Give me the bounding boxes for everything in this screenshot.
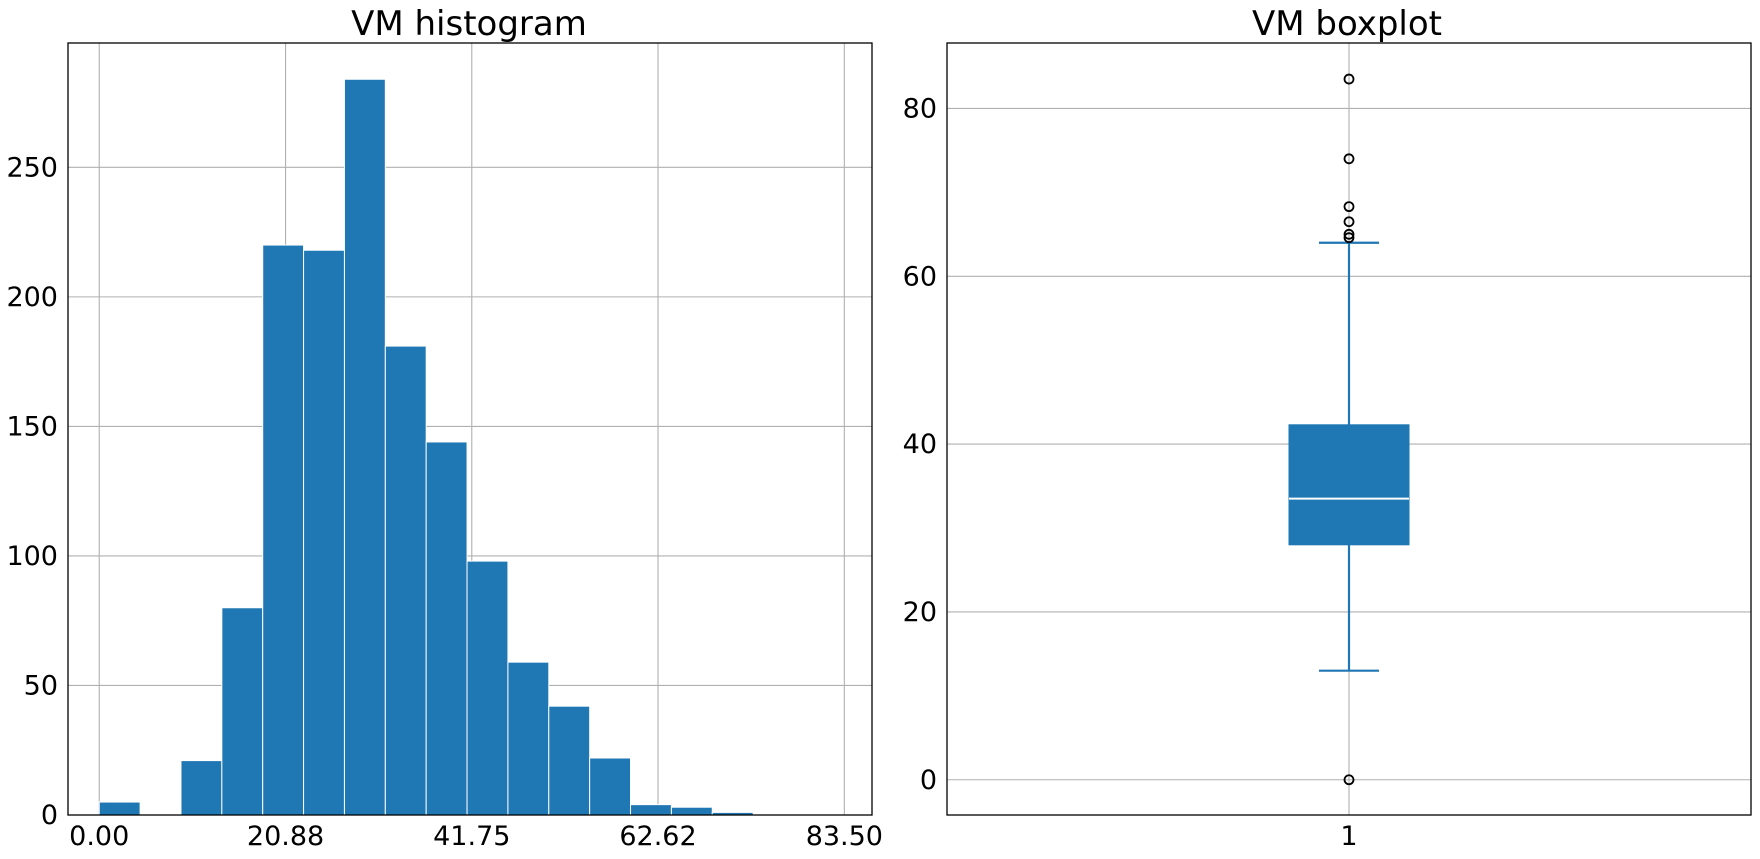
histogram-bars [98, 78, 754, 816]
histogram-title: VM histogram [351, 4, 587, 44]
histogram-y-tick-label: 200 [6, 282, 58, 313]
boxplot-axes-frame [946, 42, 1752, 816]
histogram-x-tick-label: 20.88 [247, 821, 324, 852]
histogram-y-tick-label: 100 [6, 541, 58, 572]
boxplot-outlier-point [1343, 153, 1355, 165]
histogram-x-tick-label: 0.00 [69, 821, 129, 852]
histogram-panel: VM histogram 0.00 20.88 41.75 62.62 83.50 0 5… [6, 4, 883, 852]
histogram-y-tick-label: 0 [41, 800, 58, 831]
boxplot-panel: VM boxplot 1 0 20 40 60 80 [903, 4, 1752, 852]
boxplot-outlier-point [1343, 774, 1355, 786]
boxplot-y-tick-label: 40 [903, 429, 937, 460]
histogram-y-tick-label: 50 [24, 670, 58, 701]
histogram-x-tick-label: 41.75 [433, 821, 510, 852]
boxplot-title: VM boxplot [1252, 4, 1442, 44]
boxplot-outlier-point [1343, 228, 1355, 240]
histogram-bar [630, 804, 672, 816]
histogram-axes-frame [67, 42, 873, 816]
histogram-bar [384, 345, 427, 816]
boxplot-x-tick-label: 1 [1340, 821, 1357, 852]
boxplot-outlier-point [1343, 216, 1355, 228]
histogram-y-tick-label: 250 [6, 152, 58, 183]
boxplot-marks [1288, 73, 1410, 786]
histogram-x-tick-label: 83.50 [806, 821, 883, 852]
histogram-bar [670, 806, 713, 816]
boxplot-x-ticks: 1 [1340, 821, 1357, 852]
histogram-bar [98, 801, 141, 816]
histogram-x-ticks: 0.00 20.88 41.75 62.62 83.50 [69, 821, 883, 852]
histogram-x-tick-label: 62.62 [619, 821, 696, 852]
boxplot-y-tick-label: 20 [903, 597, 937, 628]
boxplot-y-ticks: 0 20 40 60 80 [903, 93, 937, 795]
boxplot-y-tick-label: 0 [920, 765, 937, 796]
boxplot-outlier-point [1343, 232, 1355, 244]
histogram-bar [548, 705, 591, 816]
histogram-bar [180, 760, 223, 816]
boxplot-outlier-point [1343, 73, 1355, 85]
boxplot-y-tick-label: 80 [903, 93, 937, 124]
boxplot-box [1288, 424, 1410, 546]
histogram-y-tick-label: 150 [6, 411, 58, 442]
histogram-bar [425, 441, 468, 816]
boxplot-outlier-point [1343, 201, 1355, 213]
histogram-bar [343, 78, 386, 816]
histogram-bar [589, 757, 632, 816]
boxplot-y-tick-label: 60 [903, 261, 937, 292]
histogram-y-ticks: 0 50 100 150 200 250 [6, 152, 58, 831]
histogram-bar [221, 607, 264, 816]
histogram-bar [507, 661, 550, 816]
histogram-bar [303, 249, 345, 816]
histogram-bar [262, 244, 305, 816]
histogram-bar [466, 560, 509, 816]
